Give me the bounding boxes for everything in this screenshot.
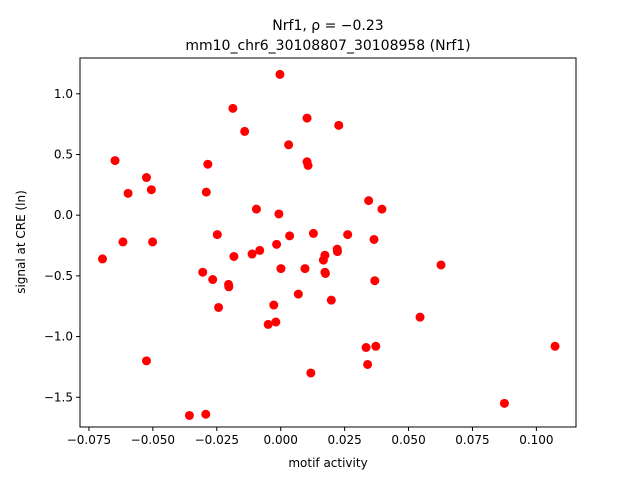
x-axis-label: motif activity [288, 456, 367, 470]
chart-title-line1: Nrf1, ρ = −0.23 [272, 18, 383, 34]
data-point [377, 204, 387, 214]
data-point [269, 300, 279, 310]
data-point [320, 250, 330, 260]
data-point [308, 228, 318, 238]
data-point [363, 359, 373, 369]
data-point [228, 103, 238, 113]
data-point [306, 368, 316, 378]
y-axis-label: signal at CRE (ln) [14, 190, 28, 294]
data-point [208, 275, 218, 285]
data-point [272, 239, 282, 249]
data-point [240, 126, 250, 136]
y-tick-label: −1.5 [44, 390, 73, 404]
data-point [214, 302, 224, 312]
x-tick-label: 0.025 [327, 433, 361, 447]
data-point [224, 282, 234, 292]
data-point [285, 231, 295, 241]
y-tick-label: −1.0 [44, 330, 73, 344]
data-point [184, 410, 194, 420]
data-point [255, 245, 265, 255]
data-point [364, 196, 374, 206]
x-tick-label: 0.050 [391, 433, 425, 447]
data-point [148, 237, 158, 247]
data-point [110, 156, 120, 166]
y-tick-label: −0.5 [44, 269, 73, 283]
y-tick-label: 0.0 [54, 208, 73, 222]
data-point [302, 113, 312, 123]
data-point [334, 120, 344, 130]
data-point [303, 160, 313, 170]
plot-frame [79, 57, 577, 428]
data-point [212, 230, 222, 240]
y-tick-label: 1.0 [54, 87, 73, 101]
data-point [251, 204, 261, 214]
data-point [141, 173, 151, 183]
data-point [499, 398, 509, 408]
chart-title-line2: mm10_chr6_30108807_30108958 (Nrf1) [185, 38, 470, 54]
data-point [97, 254, 107, 264]
data-point [141, 356, 151, 366]
data-point [276, 264, 286, 274]
data-point [275, 69, 285, 79]
x-tick-label: −0.025 [195, 433, 239, 447]
y-axis-ticks: −1.5 −1.0 −0.5 0.0 0.5 1.0 [44, 87, 80, 404]
x-tick-label: 0.100 [519, 433, 553, 447]
data-point [361, 342, 371, 352]
data-point [247, 249, 257, 259]
data-point [229, 251, 239, 261]
data-point [300, 264, 310, 274]
x-tick-label: 0.075 [455, 433, 489, 447]
data-point [370, 276, 380, 286]
data-point [293, 289, 303, 299]
data-point [146, 185, 156, 195]
data-point [415, 312, 425, 322]
data-point [369, 234, 379, 244]
y-tick-label: 0.5 [54, 147, 73, 161]
data-points [97, 69, 560, 420]
data-point [436, 260, 446, 270]
data-point [332, 247, 342, 257]
data-point [274, 209, 284, 219]
data-point [201, 187, 211, 197]
data-point [371, 341, 381, 351]
x-tick-label: −0.050 [131, 433, 175, 447]
data-point [263, 319, 273, 329]
data-point [320, 268, 330, 278]
x-tick-label: 0.000 [264, 433, 298, 447]
data-point [326, 295, 336, 305]
data-point [123, 188, 133, 198]
data-point [271, 317, 281, 327]
data-point [343, 230, 353, 240]
x-axis-ticks: −0.075 −0.050 −0.025 0.000 0.025 0.050 0.075 0.… [67, 427, 554, 447]
data-point [550, 341, 560, 351]
data-point [284, 140, 294, 150]
data-point [201, 409, 211, 419]
x-tick-label: −0.075 [67, 433, 111, 447]
data-point [203, 159, 213, 169]
data-point [118, 237, 128, 247]
data-point [198, 267, 208, 277]
